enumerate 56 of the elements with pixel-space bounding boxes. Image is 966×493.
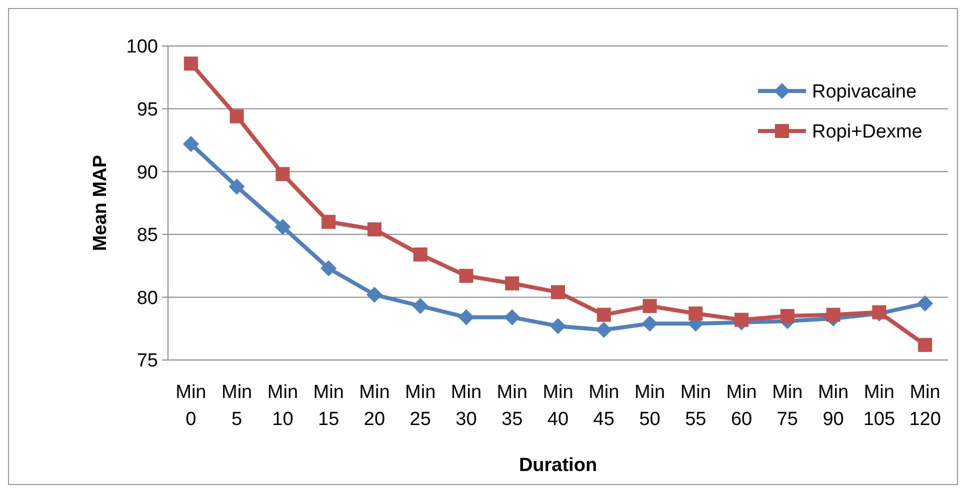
x-tick-label: Min 35	[496, 382, 528, 430]
point	[917, 295, 934, 312]
x-tick-label: Min 45	[588, 382, 620, 430]
point	[276, 167, 290, 182]
y-tick-label: 80	[136, 288, 158, 309]
legend-label: Ropi+Dexme	[812, 122, 922, 143]
y-tick-label: 90	[136, 162, 158, 184]
point	[412, 298, 428, 314]
point	[688, 306, 703, 321]
x-tick-label: Min 0	[176, 382, 206, 430]
x-tick-label: Min 55	[680, 382, 711, 430]
x-tick-label: Min 10	[267, 382, 298, 430]
point	[182, 136, 199, 152]
point	[184, 56, 198, 71]
point	[459, 268, 474, 283]
y-axis-title: Mean MAP	[90, 154, 111, 252]
point	[551, 285, 565, 300]
x-tick-label: Min 50	[634, 382, 666, 430]
x-tick-label: Min 75	[772, 382, 803, 430]
point	[505, 276, 520, 290]
point	[918, 338, 932, 352]
x-tick-label: Min 90	[818, 382, 849, 430]
point	[367, 222, 382, 236]
point	[228, 178, 245, 195]
point	[230, 109, 244, 124]
x-tick-label: Min 40	[542, 382, 574, 430]
point	[872, 305, 886, 320]
y-tick-label: 95	[136, 99, 158, 120]
x-tick-label: Min 20	[359, 382, 390, 430]
x-tick-label: Min 5	[222, 382, 252, 430]
point	[734, 312, 749, 327]
x-axis-title: Duration	[518, 455, 598, 476]
x-tick-label: Min 25	[405, 382, 436, 430]
y-tick-label: 85	[136, 225, 158, 246]
point	[274, 218, 291, 235]
x-tick-label: Min 60	[726, 382, 757, 430]
x-tick-label: Min 15	[313, 382, 344, 430]
point	[504, 309, 520, 326]
point	[550, 318, 566, 334]
point	[366, 286, 382, 303]
point	[320, 260, 337, 276]
point	[458, 309, 474, 326]
x-tick-label: Min 30	[450, 382, 482, 430]
point	[322, 214, 336, 229]
point	[642, 316, 658, 332]
point	[413, 247, 428, 262]
y-tick-label: 100	[126, 36, 158, 58]
point	[780, 309, 794, 324]
x-tick-label: Min 105	[863, 382, 896, 430]
point	[826, 308, 840, 322]
y-tick-label: 75	[136, 350, 158, 372]
x-tick-label: Min 120	[909, 382, 941, 430]
legend-label: Ropivacaine	[812, 82, 917, 103]
point	[596, 308, 611, 322]
point	[642, 298, 657, 313]
point	[596, 322, 612, 338]
